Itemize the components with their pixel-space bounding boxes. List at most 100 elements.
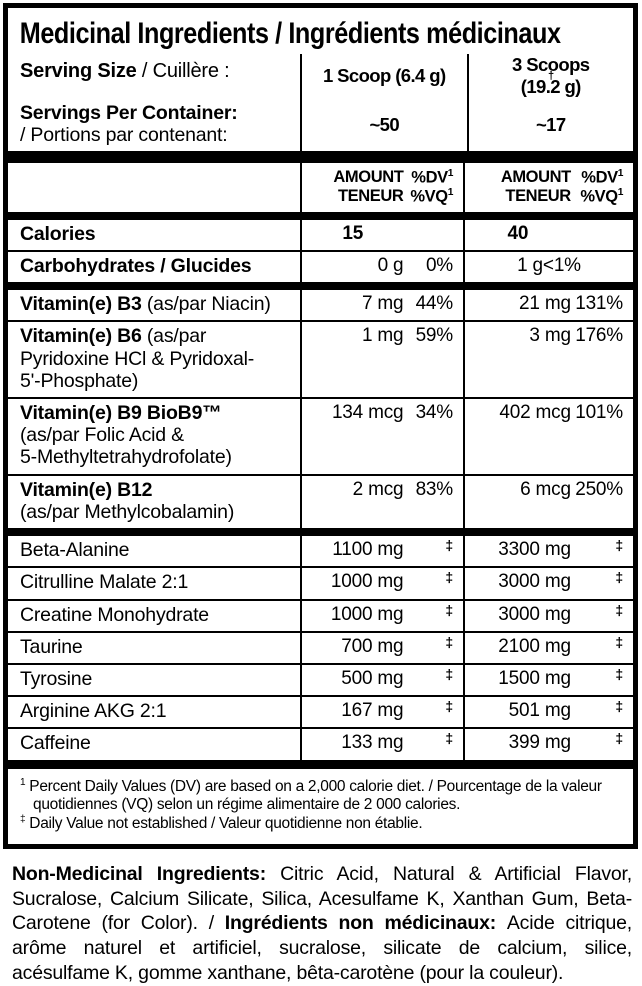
amount-value: 1500 mg (498, 668, 571, 689)
row-label-detail: (as/par Pyridoxine HCl & Pyridoxal- 5'-P… (20, 325, 255, 392)
amount-value: 500 mg (341, 668, 404, 689)
value-cell: 399 mg ‡ (463, 729, 633, 760)
row-label-detail: Arginine AKG 2:1 (20, 700, 167, 723)
amount-value: 1000 mg (330, 571, 404, 593)
row-label: Arginine AKG 2:1 (8, 697, 300, 727)
nonmed-heading: Non-Medicinal Ingredients: (12, 862, 281, 885)
amount-value: 1100 mg (332, 539, 404, 561)
amount-value: 1 mg (361, 325, 404, 347)
value-cell: 1100 mg ‡ (300, 536, 463, 567)
table-row: Beta-Alanine 1100 mg ‡ 3300 mg ‡ (8, 536, 633, 567)
row-label: Vitamin(e) B12 (as/par Methylcobalamin) (8, 476, 300, 528)
dv-value: 0% (425, 254, 453, 276)
amount-value: 0 g (377, 254, 404, 276)
value-cell: 3 mg 176% (463, 322, 633, 398)
dv-value: 101% (575, 402, 623, 424)
row-label-name: Calories (20, 222, 96, 245)
row-label: Carbohydrates / Glucides (8, 252, 300, 282)
serving-size-label-en: Serving Size (20, 59, 137, 82)
value-cell: 402 mcg 101% (463, 399, 633, 474)
value-cell: 21 mg 131% (463, 290, 633, 321)
scoop2-weight: (19.2 g) (520, 75, 582, 97)
row-label: Calories (8, 220, 300, 250)
footnote: ‡ Daily Value not established / Valeur q… (20, 814, 623, 833)
dv-value: ‡ (445, 633, 453, 650)
aminos-group: Beta-Alanine 1100 mg ‡ 3300 mg ‡ Citrulline M… (8, 536, 633, 760)
value-cell: 1000 mg ‡ (300, 568, 463, 599)
value-cell: 7 mg 44% (300, 290, 463, 321)
value-cell: 1000 mg ‡ (300, 600, 463, 631)
amount-value: 6 mcg (520, 478, 571, 500)
amount-header-col1: AMOUNT TENEUR (333, 168, 404, 205)
table-row: Caffeine 133 mg ‡ 399 mg ‡ (8, 727, 633, 760)
dv-value: ‡ (445, 537, 453, 554)
footnote-text: Daily Value not established / Valeur quo… (25, 815, 423, 833)
amount-value: 3 mg (529, 325, 571, 347)
row-label-detail: Tyrosine (20, 668, 93, 690)
header-col2: AMOUNT TENEUR %DV1 %VQ1 (463, 163, 633, 212)
amount-value: 501 mg (508, 700, 571, 722)
value-cell: 15 (300, 219, 463, 250)
amount-value: 7 mg (361, 293, 404, 315)
amount-value: 399 mg (508, 732, 571, 754)
value-cell: 2100 mg ‡ (463, 632, 633, 663)
serving-size-col2: 3 Scoops † (19.2 g) (466, 53, 634, 98)
dv-value: ‡ (445, 569, 453, 586)
dv-value: 250% (575, 478, 623, 500)
dv-value: ‡ (615, 537, 623, 554)
dv-value (403, 223, 463, 245)
dv-value: ‡ (615, 730, 623, 747)
nonmed-heading: Ingrédients non médicinaux: (224, 912, 507, 935)
table-row: Arginine AKG 2:1 167 mg ‡ 501 mg ‡ (8, 695, 633, 728)
value-cell: 6 mcg 250% (463, 475, 633, 529)
dv-value (571, 223, 633, 245)
value-cell: 1 mg 59% (300, 322, 463, 398)
servings-count-col1: ~50 (300, 97, 467, 152)
table-row: Vitamin(e) B12 (as/par Methylcobalamin) 2… (8, 473, 633, 529)
value-cell: 2 mcg 83% (300, 475, 463, 529)
amount-value: 40 (507, 222, 529, 244)
row-label: Caffeine (8, 729, 300, 759)
row-label-detail: Creatine Monohydrate (20, 603, 209, 626)
dv-value: ‡ (615, 698, 623, 715)
joined-value: 1 g<1% (517, 254, 581, 276)
table-row: Vitamin(e) B9 BioB9™ (as/par Folic Acid … (8, 397, 633, 474)
value-cell: 3000 mg ‡ (463, 600, 633, 631)
value-cell: 167 mg ‡ (300, 697, 463, 728)
nonmed-text: Citric Acid, Natural & Artificial Flavor… (12, 862, 632, 935)
section-divider-bar (8, 282, 633, 291)
servings-label-en: Servings Per Container: (20, 101, 238, 124)
row-label: Beta-Alanine (8, 536, 300, 566)
value-cell: 133 mg ‡ (300, 729, 463, 760)
value-cell: 500 mg ‡ (300, 665, 463, 696)
dv-value: ‡ (615, 569, 623, 586)
row-label-name: Vitamin(e) B12 (20, 478, 153, 501)
row-label-name: Vitamin(e) B3 (20, 293, 142, 316)
table-row: Taurine 700 mg ‡ 2100 mg ‡ (8, 630, 633, 663)
amount-value: 15 (342, 222, 364, 244)
value-cell: 0 g 0% (300, 251, 463, 283)
amount-value: 2 mcg (352, 478, 404, 500)
table-row: Vitamin(e) B3 (as/par Niacin) 7 mg 44% 21 m… (8, 290, 633, 321)
servings-count-col2: ~17 (466, 97, 634, 152)
row-label: Citrulline Malate 2:1 (8, 568, 300, 598)
row-label-name: Vitamin(e) B6 (20, 325, 142, 348)
table-row: Citrulline Malate 2:1 1000 mg ‡ 3000 mg ‡ (8, 566, 633, 599)
row-label-detail: Citrulline Malate 2:1 (20, 571, 189, 594)
dv-value: ‡ (445, 666, 453, 682)
value-cell: 1 g<1% (463, 251, 633, 283)
row-label: Tyrosine (8, 665, 300, 695)
dv-value: 44% (415, 293, 454, 315)
amount-value: 3000 mg (498, 603, 571, 625)
row-label-detail: Caffeine (20, 732, 91, 755)
dv-value: 83% (415, 478, 454, 500)
footnote-marker: ‡ (20, 814, 26, 826)
amount-value: 402 mcg (499, 402, 571, 424)
amount-value: 2100 mg (498, 635, 571, 657)
row-label-name: Carbohydrates / Glucides (20, 254, 252, 277)
row-label-detail: Taurine (20, 635, 83, 658)
row-label-name: Vitamin(e) B9 BioB9™ (20, 402, 222, 425)
value-cell: 3300 mg ‡ (463, 536, 633, 567)
dv-header-col2: %DV1 %VQ1 (580, 168, 623, 206)
